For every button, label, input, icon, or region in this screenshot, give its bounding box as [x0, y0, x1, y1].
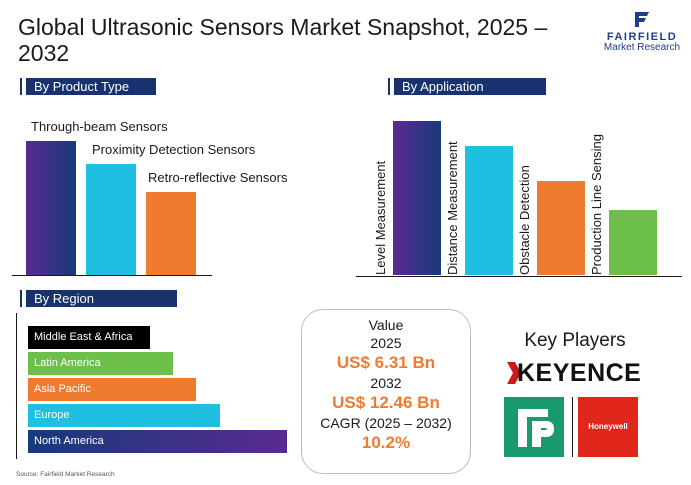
pepperl-fuchs-logo: [504, 397, 564, 457]
value-year-2025: 2025: [370, 335, 402, 351]
region-label-middle-east-africa: Middle East & Africa: [34, 331, 133, 343]
brand-subtitle: Market Research: [603, 42, 681, 53]
key-players-title: Key Players: [524, 330, 626, 351]
product-bar-through-beam-sensors: [26, 141, 76, 275]
application-bar-obstacle-detection: [537, 181, 585, 275]
product-bar-proximity-detection-sensors: [86, 164, 136, 275]
product-label-through-beam-sensors: Through-beam Sensors: [31, 119, 168, 134]
value-year-2032: 2032: [370, 375, 402, 391]
application-bar-level-measurement: [393, 121, 441, 275]
cagr-label: CAGR (2025 – 2032): [320, 415, 452, 431]
section-header-region: By Region: [20, 290, 177, 307]
brand-name: FAIRFIELD: [606, 31, 678, 43]
application-label-distance-measurement: Distance Measurement: [445, 141, 460, 275]
application-bar-production-line-sensing: [609, 210, 657, 275]
brand-logo: FAIRFIELD Market Research: [596, 8, 688, 53]
keyence-mark-icon: [507, 362, 521, 384]
region-label-asia-pacific: Asia Pacific: [34, 383, 91, 395]
section-header-application: By Application: [388, 78, 546, 95]
keyence-logo: KEYENCE: [505, 358, 641, 388]
logo-divider: [572, 397, 573, 457]
region-bar-latin-america: Latin America: [28, 352, 173, 375]
region-y-axis: [16, 313, 17, 459]
application-x-axis: [356, 276, 682, 277]
value-2025: US$ 6.31 Bn: [336, 353, 436, 372]
section-header-product: By Product Type: [20, 78, 156, 95]
market-value-box: Value 2025 US$ 6.31 Bn 2032 US$ 12.46 Bn…: [301, 309, 471, 474]
value-label: Value: [368, 317, 404, 333]
page-title: Global Ultrasonic Sensors Market Snapsho…: [18, 14, 548, 66]
source-note: Source: Fairfield Market Research: [16, 471, 115, 478]
region-bar-north-america: North America: [28, 430, 287, 453]
product-x-axis: [12, 275, 212, 276]
region-label-latin-america: Latin America: [34, 357, 101, 369]
product-label-proximity-detection-sensors: Proximity Detection Sensors: [92, 142, 256, 157]
application-bar-distance-measurement: [465, 146, 513, 275]
product-label-retro-reflective-sensors: Retro-reflective Sensors: [148, 170, 288, 185]
application-label-production-line-sensing: Production Line Sensing: [589, 134, 604, 275]
product-bar-retro-reflective-sensors: [146, 192, 196, 275]
application-label-obstacle-detection: Obstacle Detection: [517, 165, 532, 275]
region-bar-middle-east-africa: Middle East & Africa: [28, 326, 150, 349]
honeywell-logo: Honeywell: [578, 397, 638, 457]
region-label-north-america: North America: [34, 435, 104, 447]
value-2032: US$ 12.46 Bn: [332, 393, 440, 412]
application-label-level-measurement: Level Measurement: [373, 160, 388, 275]
pepperl-fuchs-mark-icon: [518, 409, 554, 447]
region-bar-asia-pacific: Asia Pacific: [28, 378, 196, 401]
honeywell-wordmark: Honeywell: [588, 422, 628, 431]
cagr-value: 10.2%: [361, 433, 411, 452]
region-label-europe: Europe: [34, 409, 70, 421]
region-bar-europe: Europe: [28, 404, 220, 427]
keyence-wordmark: KEYENCE: [517, 359, 642, 387]
fairfield-logo-icon: [635, 12, 649, 27]
